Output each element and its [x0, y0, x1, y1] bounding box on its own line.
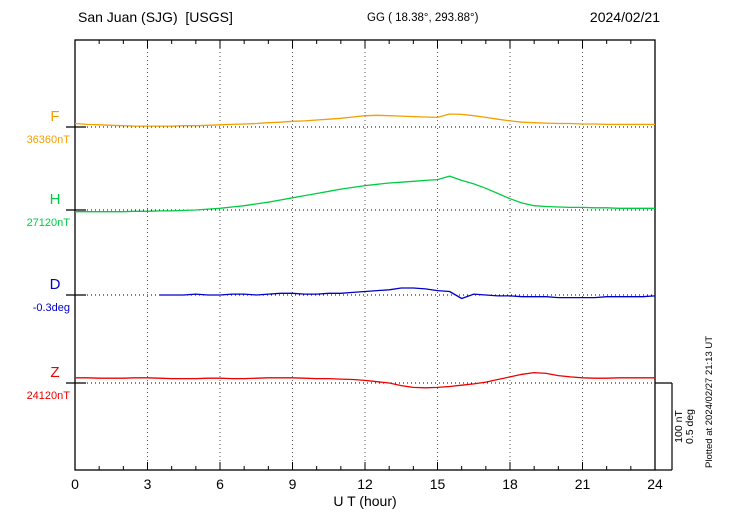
trace-H	[75, 175, 655, 213]
x-tick-label: 15	[430, 476, 446, 492]
baseline-label-F: 36360nT	[27, 134, 71, 146]
x-axis-label: U T (hour)	[333, 493, 396, 509]
component-label-H: H	[50, 191, 61, 208]
scale-bar-nt-label: 100 nT	[673, 410, 685, 443]
baseline-label-Z: 24120nT	[27, 390, 71, 402]
geographic-coordinates: GG ( 18.38°, 293.88°)	[367, 12, 479, 24]
plotted-at-label: Plotted at 2024/02/27 21:13 UT	[704, 336, 715, 468]
trace-D	[159, 287, 656, 300]
x-tick-label: 21	[575, 476, 591, 492]
x-tick-label: 18	[502, 476, 518, 492]
trace-F	[74, 113, 655, 127]
x-tick-label: 0	[71, 476, 79, 492]
component-label-F: F	[50, 108, 59, 125]
x-tick-label: 24	[647, 476, 663, 492]
baseline-label-H: 27120nT	[27, 217, 71, 229]
x-tick-label: 12	[357, 476, 373, 492]
observation-date: 2024/02/21	[589, 9, 660, 25]
trace-Z	[75, 371, 655, 389]
station-title: San Juan (SJG) [USGS]	[78, 9, 233, 25]
scale-bar-deg-label: 0.5 deg	[684, 409, 696, 444]
x-tick-label: 3	[144, 476, 152, 492]
x-tick-label: 6	[216, 476, 224, 492]
x-tick-label: 9	[289, 476, 297, 492]
component-label-D: D	[50, 276, 61, 293]
baseline-label-D: -0.3deg	[33, 302, 70, 314]
component-label-Z: Z	[50, 364, 59, 381]
